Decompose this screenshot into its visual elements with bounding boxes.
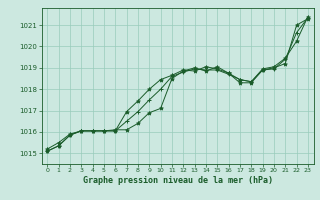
X-axis label: Graphe pression niveau de la mer (hPa): Graphe pression niveau de la mer (hPa) <box>83 176 273 185</box>
